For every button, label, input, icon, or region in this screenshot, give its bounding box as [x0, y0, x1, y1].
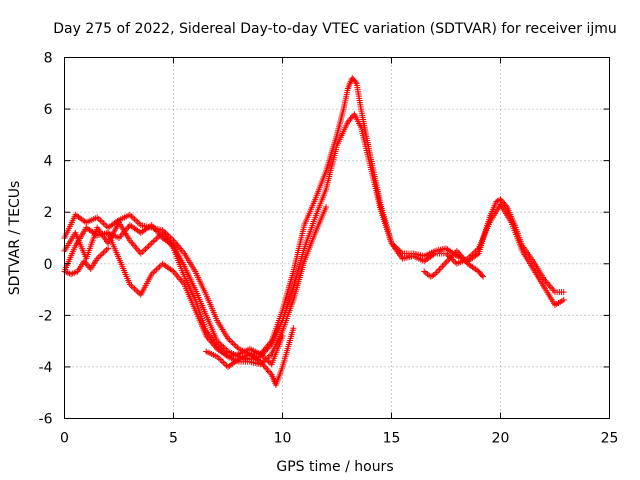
y-tick-label: -2: [39, 308, 53, 324]
y-axis-label: SDTVAR / TECUs: [7, 181, 23, 296]
y-tick-label: 2: [44, 205, 53, 221]
tick-labels: 0 5 10 15 20 25 -6 -4 -2 0 2 4 6 8: [39, 51, 619, 447]
data-points: [61, 75, 567, 388]
series-track-e: [61, 245, 112, 278]
data-point: [478, 272, 485, 279]
data-point: [290, 325, 297, 332]
plot-frame: [64, 57, 610, 419]
x-tick-label: 0: [60, 431, 69, 447]
x-tick-label: 5: [169, 431, 178, 447]
series-track-g: [421, 247, 487, 280]
y-tick-label: -6: [39, 412, 53, 428]
y-tick-label: 4: [44, 154, 53, 170]
x-tick-label: 25: [601, 431, 619, 447]
x-tick-label: 10: [274, 431, 292, 447]
x-tick-label: 20: [492, 431, 510, 447]
y-tick-label: 6: [44, 102, 53, 118]
axis-ticks: [64, 57, 610, 419]
y-tick-label: -4: [39, 360, 53, 376]
series-track-d: [105, 229, 286, 368]
grid-lines: [64, 57, 610, 419]
x-axis-label: GPS time / hours: [276, 459, 393, 475]
y-tick-label: 8: [44, 51, 53, 67]
data-point: [480, 273, 487, 280]
x-tick-label: 15: [383, 431, 401, 447]
series-track-f: [203, 325, 297, 388]
data-point: [323, 204, 330, 211]
data-point: [496, 197, 503, 204]
data-point: [560, 296, 567, 303]
data-point: [560, 289, 567, 296]
data-point: [352, 78, 359, 85]
data-point: [279, 332, 286, 339]
y-tick-label: 0: [44, 257, 53, 273]
chart-title: Day 275 of 2022, Sidereal Day-to-day VTE…: [53, 21, 617, 37]
data-point: [105, 245, 112, 252]
